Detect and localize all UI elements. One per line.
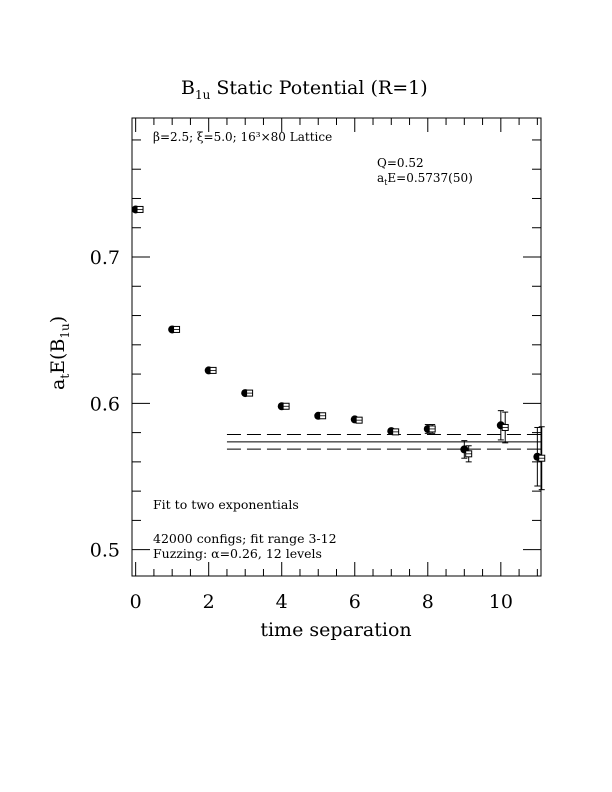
y-axis-label: atE(B1u) (47, 316, 72, 390)
tick-labels: 0 2 4 6 8 10 0.5 0.6 0.7 (90, 247, 513, 613)
x-tick-label: 2 (203, 591, 215, 613)
y-label-sub1: t (58, 374, 72, 379)
configs-annotation: 42000 configs; fit range 3-12 (153, 531, 337, 546)
y-tick-label: 0.6 (90, 393, 120, 415)
title-rest: Static Potential (R=1) (210, 77, 427, 99)
lattice-annotation: β=2.5; ξ=5.0; 16³×80 Lattice (153, 130, 332, 144)
title-subscript: 1u (195, 88, 211, 102)
y-label-end: ) (47, 316, 69, 323)
y-label-mid: E(B (47, 339, 69, 374)
y-tick-label: 0.7 (90, 247, 120, 269)
x-tick-label: 0 (130, 591, 142, 613)
fuzzing-annotation: Fuzzing: α=0.26, 12 levels (153, 546, 322, 561)
fit-annotation: Fit to two exponentials (153, 497, 299, 512)
title-main: B (181, 77, 195, 99)
energy-annotation: atE=0.5737(50) (377, 171, 473, 187)
x-tick-label: 8 (422, 591, 434, 613)
y-label-sub2: 1u (58, 323, 72, 339)
y-label-main: a (47, 379, 69, 390)
x-tick-label: 10 (489, 591, 513, 613)
data-points (131, 205, 546, 462)
error-bars (424, 410, 545, 491)
x-tick-label: 6 (349, 591, 361, 613)
energy-prefix: a (377, 171, 384, 185)
x-axis-label: time separation (260, 619, 411, 641)
axis-ticks (132, 118, 541, 576)
energy-subscript: t (384, 178, 388, 187)
chart-title: B1u Static Potential (R=1) (181, 77, 428, 102)
energy-rest: E=0.5737(50) (387, 171, 472, 185)
y-tick-label: 0.5 (90, 540, 120, 562)
q-annotation: Q=0.52 (377, 156, 424, 170)
x-tick-label: 4 (276, 591, 288, 613)
fit-band (226, 434, 541, 450)
